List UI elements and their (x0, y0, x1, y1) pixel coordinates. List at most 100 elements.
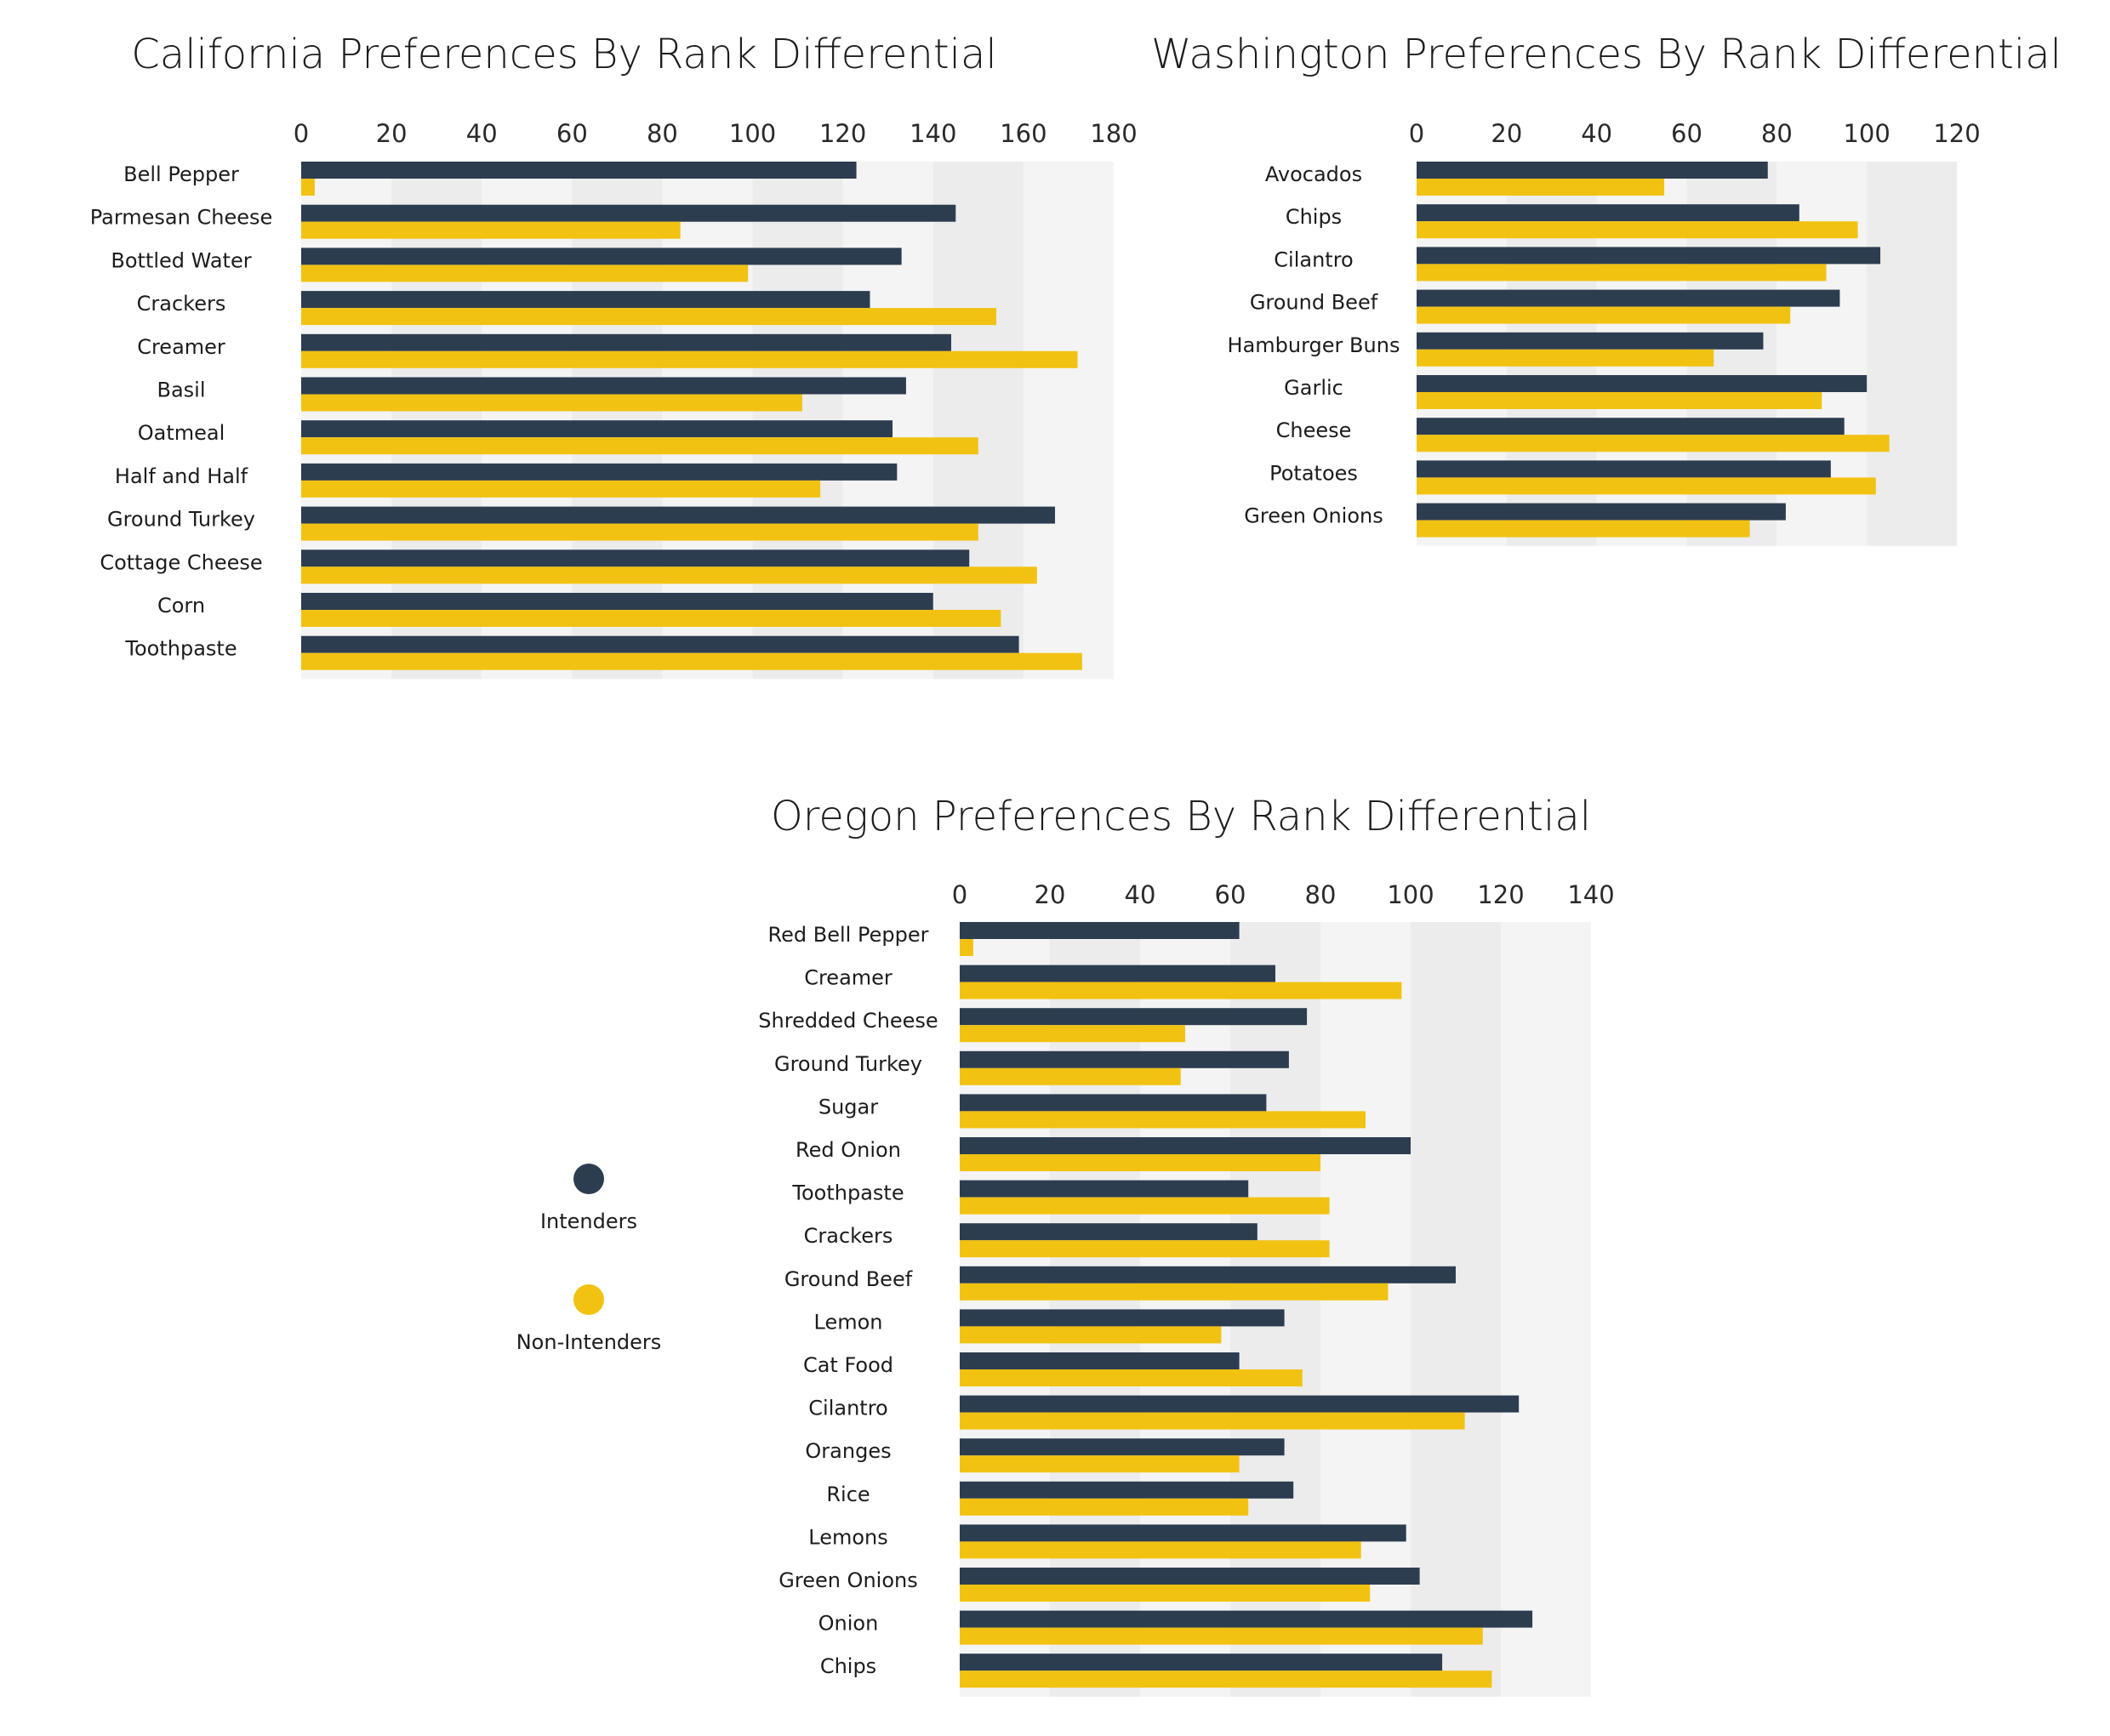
bar-intenders-cottage-cheese (301, 549, 970, 567)
bar-intenders-crackers (960, 1223, 1257, 1241)
oregon-chart: Oregon Preferences By Rank Differential 0… (758, 793, 1615, 1697)
bar-intenders-red-bell-pepper (960, 922, 1240, 939)
bar-non-intenders-ground-turkey (960, 1067, 1181, 1085)
category-label: Lemon (814, 1310, 883, 1334)
category-label: Basil (157, 379, 205, 402)
category-label: Ground Beef (1250, 291, 1378, 315)
category-label: Cilantro (808, 1397, 887, 1420)
legend-marker-non-intenders (573, 1284, 604, 1315)
bar-intenders-sugar (960, 1094, 1267, 1112)
bar-intenders-cat-food (960, 1352, 1240, 1369)
bar-non-intenders-potatoes (1417, 477, 1876, 495)
bar-intenders-shredded-cheese (960, 1008, 1308, 1026)
bar-intenders-chips (960, 1653, 1443, 1671)
x-tick-label: 120 (1477, 880, 1524, 909)
category-label: Bell Pepper (123, 162, 239, 186)
x-tick-label: 180 (1090, 119, 1137, 148)
legend: Intenders Non-Intenders (516, 1164, 661, 1354)
x-tick-label: 40 (1581, 119, 1612, 148)
bar-non-intenders-creamer (960, 982, 1402, 999)
category-label: Cilantro (1274, 248, 1353, 271)
x-tick-label: 140 (910, 119, 956, 148)
category-label: Chips (820, 1654, 876, 1678)
bar-non-intenders-green-onions (960, 1585, 1371, 1602)
x-tick-label: 20 (376, 119, 408, 148)
x-tick-label: 0 (1409, 119, 1424, 148)
bar-intenders-cilantro (960, 1395, 1520, 1413)
grid-band (932, 162, 1024, 680)
bar-intenders-green-onions (1417, 503, 1786, 521)
x-tick-label: 60 (1215, 880, 1246, 909)
category-label: Corn (157, 594, 205, 618)
grid-band (1023, 162, 1114, 680)
category-label: Potatoes (1269, 461, 1358, 485)
bar-non-intenders-half-and-half (301, 480, 821, 498)
x-tick-label: 0 (952, 880, 967, 909)
bar-intenders-creamer (960, 965, 1275, 982)
category-label: Oranges (805, 1439, 891, 1463)
x-tick-label: 60 (1671, 119, 1702, 148)
bar-non-intenders-chips (1417, 221, 1858, 239)
bar-intenders-half-and-half (301, 463, 898, 481)
category-label: Crackers (137, 292, 226, 316)
x-tick-label: 0 (294, 119, 309, 148)
bar-non-intenders-rice (960, 1498, 1249, 1516)
bar-non-intenders-parmesan-cheese (301, 221, 681, 239)
x-tick-label: 80 (647, 119, 678, 148)
category-label: Avocados (1265, 162, 1362, 186)
category-label: Red Onion (796, 1138, 901, 1162)
x-tick-label: 140 (1567, 880, 1614, 909)
category-label: Oatmeal (138, 421, 225, 445)
bar-non-intenders-toothpaste (960, 1197, 1330, 1215)
bar-intenders-basil (301, 377, 906, 395)
bar-non-intenders-creamer (301, 350, 1078, 368)
bar-non-intenders-toothpaste (301, 652, 1082, 670)
bar-non-intenders-red-bell-pepper (960, 939, 973, 956)
category-label: Shredded Cheese (758, 1009, 938, 1033)
category-label: Crackers (804, 1224, 893, 1248)
bar-intenders-cheese (1417, 418, 1845, 435)
bar-non-intenders-bottled-water (301, 265, 749, 282)
bar-intenders-crackers (301, 291, 870, 309)
bar-non-intenders-oranges (960, 1455, 1240, 1473)
bar-intenders-rice (960, 1481, 1294, 1499)
bar-intenders-ground-turkey (301, 506, 1056, 524)
x-tick-label: 120 (819, 119, 866, 148)
bar-non-intenders-crackers (301, 308, 997, 326)
bar-intenders-lemon (960, 1309, 1285, 1327)
grid-band (1411, 922, 1501, 1697)
bar-non-intenders-sugar (960, 1111, 1366, 1129)
bar-non-intenders-hamburger-buns (1417, 349, 1714, 367)
category-label: Ground Turkey (774, 1052, 922, 1076)
legend-marker-intenders (573, 1164, 604, 1194)
bar-intenders-corn (301, 593, 933, 610)
bar-intenders-parmesan-cheese (301, 204, 956, 222)
bar-intenders-toothpaste (960, 1180, 1249, 1198)
bar-non-intenders-crackers (960, 1240, 1330, 1258)
bar-intenders-oatmeal (301, 420, 893, 438)
category-label: Creamer (804, 966, 892, 990)
category-label: Rice (826, 1483, 870, 1506)
bar-non-intenders-green-onions (1417, 520, 1750, 538)
bar-non-intenders-cilantro (1417, 264, 1827, 282)
bar-intenders-bottled-water (301, 248, 902, 265)
x-tick-label: 40 (1125, 880, 1156, 909)
bar-non-intenders-ground-beef (960, 1283, 1389, 1301)
legend-label-intenders: Intenders (540, 1210, 637, 1233)
category-label: Creamer (137, 335, 225, 359)
bar-intenders-hamburger-buns (1417, 332, 1764, 350)
oregon-chart-title: Oregon Preferences By Rank Differential (771, 793, 1591, 840)
washington-chart-title: Washington Preferences By Rank Different… (1151, 31, 2062, 78)
category-label: Cottage Cheese (100, 550, 262, 574)
category-label: Parmesan Cheese (90, 206, 273, 230)
category-label: Onion (818, 1612, 879, 1636)
bar-non-intenders-red-onion (960, 1154, 1320, 1171)
bar-non-intenders-avocados (1417, 179, 1665, 196)
category-label: Cat Food (803, 1353, 893, 1377)
bar-intenders-onion (960, 1610, 1533, 1628)
bar-intenders-potatoes (1417, 460, 1831, 478)
grid-band (1501, 922, 1591, 1697)
category-label: Cheese (1276, 418, 1352, 442)
bar-non-intenders-chips (960, 1671, 1492, 1688)
